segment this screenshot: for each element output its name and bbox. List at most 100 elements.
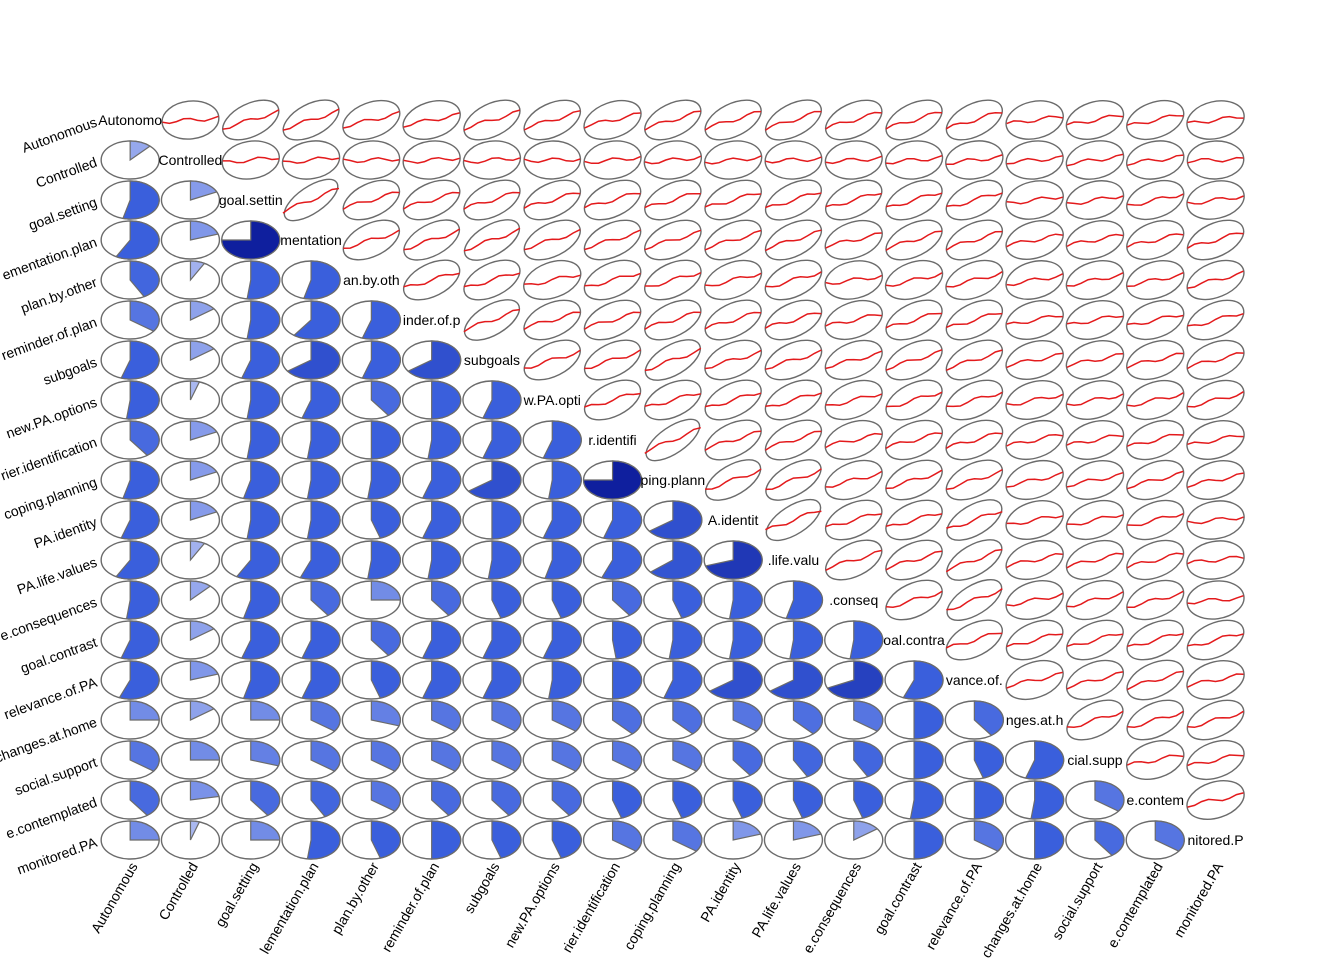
pie-slice: [611, 700, 643, 735]
pie-slice: [246, 420, 281, 460]
ellipse-cell: [1005, 619, 1064, 661]
correlation-ellipse: [764, 299, 823, 341]
smooth-line: [644, 155, 702, 165]
smooth-line: [644, 192, 701, 209]
pie-cell: [341, 300, 402, 340]
ellipse-cell: [1005, 220, 1064, 260]
pie-slice: [189, 700, 215, 721]
pie-slice: [370, 580, 401, 601]
pie-cell: [100, 420, 160, 460]
ellipse-cell: [824, 339, 883, 381]
ellipse-cell: [1186, 699, 1245, 741]
pie-slice: [853, 740, 884, 778]
ellipse-cell: [644, 219, 702, 261]
pie-cell: [462, 540, 522, 580]
pie-cell: [160, 500, 221, 540]
correlation-ellipse: [1065, 539, 1125, 581]
smooth-line: [945, 548, 1003, 573]
ellipse-cell: [1066, 619, 1124, 661]
correlation-ellipse: [644, 219, 702, 261]
smooth-line: [1127, 193, 1184, 206]
correlation-ellipse: [1066, 699, 1124, 741]
pie-slice: [668, 620, 703, 660]
x-tick-label: goal.setting: [212, 860, 262, 930]
y-tick-label: monitored.PA: [15, 834, 100, 878]
smooth-line: [1187, 115, 1244, 124]
smooth-line: [644, 393, 701, 408]
smooth-line: [403, 228, 460, 251]
pie-slice: [286, 340, 341, 380]
ellipse-cell: [463, 219, 521, 261]
correlation-ellipse: [1186, 219, 1245, 261]
smooth-line: [644, 311, 701, 331]
pie-slice: [306, 500, 341, 540]
correlation-ellipse: [704, 259, 763, 301]
ellipse-cell: [885, 539, 943, 581]
pie-cell: [341, 580, 402, 620]
correlation-ellipse: [945, 219, 1004, 261]
correlation-ellipse: [1065, 420, 1125, 460]
pie-slice: [370, 620, 401, 657]
ellipse-cell: [885, 419, 943, 461]
pie-slice: [544, 540, 582, 580]
pie-slice: [370, 660, 401, 699]
pie-slice: [242, 460, 281, 500]
pie-slice: [973, 700, 1004, 737]
correlation-ellipse: [1065, 180, 1125, 220]
ellipse-cell: [583, 259, 642, 301]
diagonal-label: subgoals: [464, 352, 520, 368]
smooth-line: [1066, 671, 1124, 690]
pie-slice: [1034, 820, 1065, 860]
correlation-ellipse: [1005, 140, 1064, 180]
correlation-ellipse: [583, 140, 642, 180]
pie-cell: [281, 460, 341, 500]
pie-slice: [370, 700, 401, 727]
pie-slice: [973, 740, 1004, 779]
pie-cell: [341, 700, 402, 740]
ellipse-cell: [704, 219, 762, 261]
x-tick-label: social.support: [1048, 859, 1105, 942]
correlation-ellipse: [945, 259, 1004, 301]
pie-cell: [522, 780, 582, 820]
correlation-ellipse: [1186, 140, 1245, 180]
pie-slice: [708, 660, 763, 700]
pie-cell: [401, 340, 462, 380]
pie-cell: [582, 460, 643, 500]
smooth-line: [765, 312, 822, 329]
pie-cell: [462, 620, 522, 660]
pie-cell: [462, 780, 522, 820]
correlation-ellipse: [824, 459, 883, 501]
pie-slice: [189, 220, 219, 241]
ellipse-cell: [1186, 299, 1245, 341]
pie-cell: [703, 740, 763, 780]
correlation-ellipse: [403, 219, 461, 261]
x-tick-label: coping.planning: [621, 860, 684, 953]
ellipse-cell: [824, 379, 883, 421]
smooth-line: [765, 271, 822, 288]
correlation-ellipse: [945, 179, 1004, 221]
smooth-line: [1187, 434, 1244, 446]
ellipse-cell: [221, 140, 280, 180]
smooth-line: [1066, 114, 1124, 126]
smooth-line: [705, 468, 762, 490]
ellipse-cell: [1005, 659, 1064, 701]
smooth-line: [704, 430, 762, 451]
correlation-ellipse: [1126, 339, 1185, 381]
pie-slice: [221, 220, 281, 260]
pie-cell: [100, 540, 160, 580]
smooth-line: [1187, 270, 1244, 289]
pie-cell: [944, 740, 1005, 780]
ellipse-cell: [643, 140, 703, 180]
correlation-ellipse: [884, 140, 944, 180]
ellipse-cell: [884, 140, 944, 180]
pie-slice: [672, 820, 703, 852]
pie-cell: [763, 620, 824, 660]
ellipse-cell: [1065, 659, 1124, 701]
pie-slice: [973, 780, 1004, 820]
ellipse-cell: [1065, 340, 1125, 380]
pie-cell: [1004, 780, 1065, 820]
pie-slice: [361, 340, 401, 380]
pie-slice: [250, 740, 281, 767]
x-tick-label: Controlled: [155, 860, 201, 923]
smooth-line: [704, 311, 762, 330]
